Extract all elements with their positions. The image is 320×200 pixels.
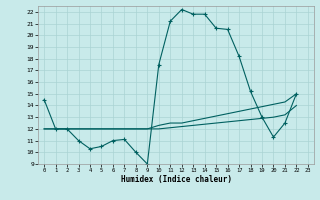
X-axis label: Humidex (Indice chaleur): Humidex (Indice chaleur) [121, 175, 231, 184]
